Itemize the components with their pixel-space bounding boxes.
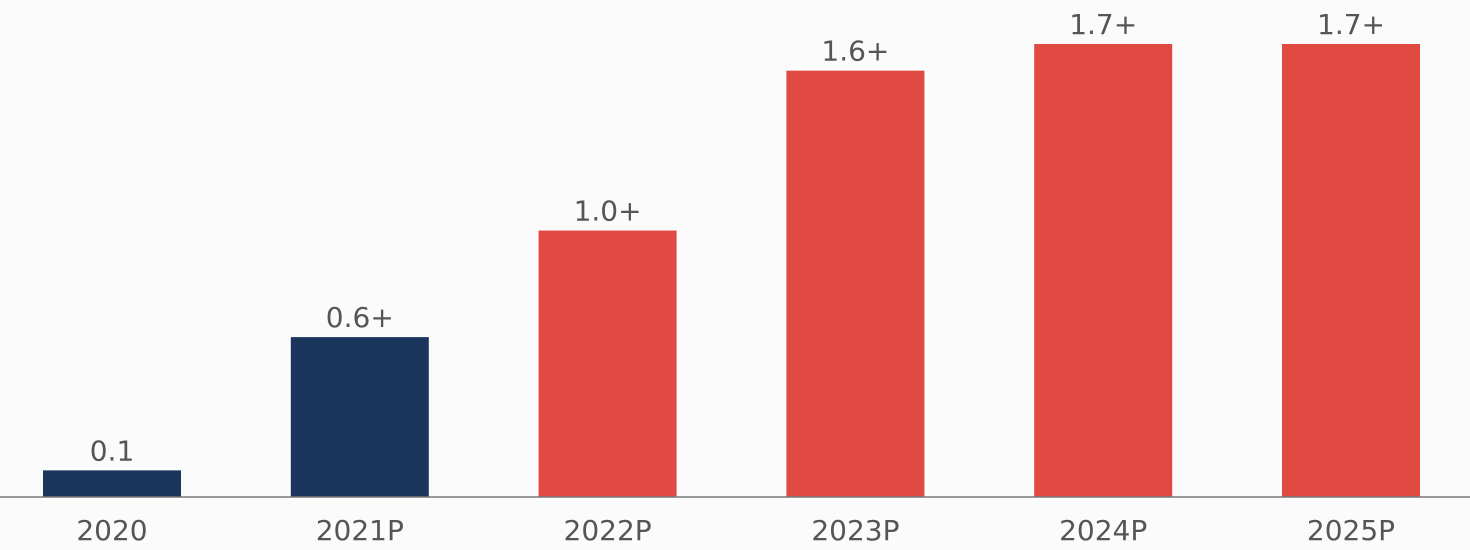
bar-2020 xyxy=(43,470,181,497)
x-tick-label-2025P: 2025P xyxy=(1307,514,1395,547)
data-label-2025P: 1.7+ xyxy=(1317,8,1385,41)
data-label-2021P: 0.6+ xyxy=(326,301,394,334)
x-tick-label-2021P: 2021P xyxy=(316,514,404,547)
x-tick-label-2024P: 2024P xyxy=(1059,514,1147,547)
x-tick-label-2022P: 2022P xyxy=(564,514,652,547)
data-label-2022P: 1.0+ xyxy=(574,195,642,228)
data-label-2023P: 1.6+ xyxy=(821,35,889,68)
x-tick-label-2020: 2020 xyxy=(76,514,147,547)
bar-2025P xyxy=(1282,44,1420,497)
bar-2021P xyxy=(290,337,429,497)
bar-2022P xyxy=(538,230,677,497)
bar-2024P xyxy=(1034,44,1173,497)
x-tick-label-2023P: 2023P xyxy=(811,514,899,547)
data-label-2020: 0.1 xyxy=(90,434,135,467)
data-label-2024P: 1.7+ xyxy=(1069,8,1137,41)
bar-2023P xyxy=(786,70,925,497)
